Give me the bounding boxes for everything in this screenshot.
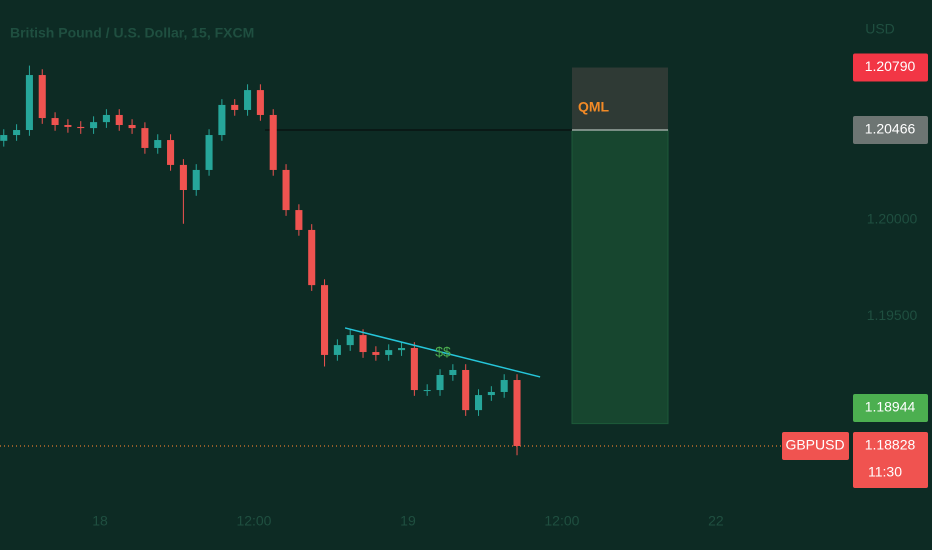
symbol-label: GBPUSD: [785, 437, 844, 453]
qml-zone: [572, 67, 668, 131]
candle-body: [205, 135, 213, 170]
candle-body: [410, 347, 418, 391]
candle-body: [500, 380, 508, 392]
last-price-label: 1.18828: [865, 437, 916, 453]
x-tick-label: 12:00: [544, 513, 579, 529]
candle-body: [487, 391, 495, 396]
candle-body: [218, 104, 226, 136]
trendline-label: $$: [435, 344, 451, 360]
symbol-box: [782, 431, 849, 460]
candle-body: [141, 128, 149, 148]
candle-body: [359, 335, 367, 353]
candle-body: [436, 375, 444, 391]
candle-body: [51, 118, 59, 125]
candle-body: [449, 369, 457, 375]
last-price-box: [853, 431, 928, 488]
candle-body: [90, 122, 98, 129]
candle-body: [474, 395, 483, 411]
qml-line-price-label: 1.20466: [865, 121, 916, 137]
chart-title: British Pound / U.S. Dollar, 15, FXCM: [10, 25, 254, 41]
x-tick-label: 18: [92, 513, 108, 529]
candle-body: [179, 164, 187, 191]
x-tick-label: 12:00: [236, 513, 271, 529]
candle-body: [25, 75, 33, 131]
candle-body: [321, 285, 329, 355]
x-tick-label: 22: [708, 513, 724, 529]
candle-body: [256, 90, 264, 115]
candle-body: [282, 169, 290, 211]
currency: USD: [865, 21, 895, 37]
candle-body: [333, 345, 341, 355]
candle-body: [295, 210, 303, 230]
candle-body: [13, 130, 21, 136]
candle-body: [102, 114, 110, 123]
qml-top-price-label: 1.20790: [865, 58, 916, 74]
countdown: 11:30: [868, 464, 902, 480]
candle-body: [115, 114, 123, 125]
candle-body: [308, 229, 316, 286]
candle-body: [244, 90, 252, 110]
x-tick-label: 19: [400, 513, 416, 529]
candle-body: [385, 350, 393, 355]
qml-line-price-box: [853, 116, 928, 145]
candle-body: [231, 104, 239, 110]
candle-body: [77, 126, 85, 129]
candle-body: [346, 335, 354, 346]
candle-body: [423, 390, 431, 392]
qml-label: QML: [578, 99, 610, 115]
candle-body: [128, 125, 136, 129]
candle-body: [0, 135, 8, 141]
candle-body: [398, 347, 406, 351]
candle-body: [167, 140, 175, 165]
qml-top-price-box: [853, 53, 928, 82]
trendline: [344, 327, 541, 378]
y-tick-label: 1.19500: [867, 307, 918, 323]
y-tick-label: 1.20000: [867, 211, 918, 227]
target-price-box: [853, 393, 928, 422]
target-zone: [571, 129, 669, 425]
candle-body: [38, 75, 46, 119]
candle-body: [192, 169, 200, 191]
candle-body: [64, 125, 72, 127]
candle-body: [154, 140, 162, 148]
candle-body: [462, 369, 470, 411]
target-price-label: 1.18944: [865, 399, 916, 415]
candle-body: [513, 380, 521, 446]
candle-body: [269, 114, 277, 170]
candle-body: [372, 352, 380, 355]
